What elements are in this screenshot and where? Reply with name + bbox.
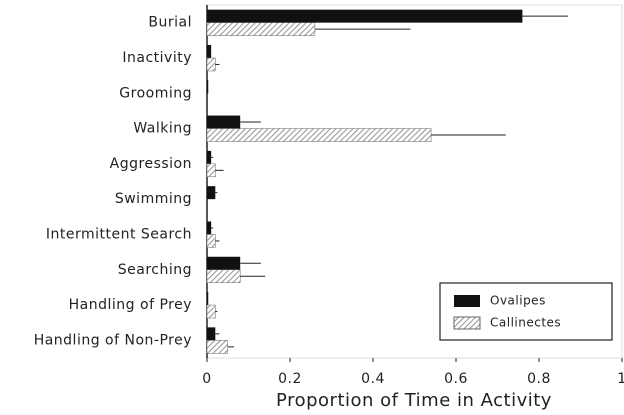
bar [206,234,216,248]
bar [207,327,216,341]
y-tick-label: Searching [118,262,192,278]
bar [206,57,216,72]
legend-label: Ovalipes [490,294,546,308]
x-tick-label: 0 [202,371,211,387]
bar [206,269,241,283]
y-tick-label: Inactivity [122,50,192,66]
y-tick-label: Handling of Prey [69,297,192,313]
bar [207,186,216,200]
bar [207,292,209,306]
bar [206,304,216,319]
bar [206,128,432,142]
y-tick-label: Burial [148,15,192,31]
y-tick-label: Handling of Non-Prey [34,332,192,348]
legend-swatch [453,316,481,330]
bar [206,163,216,178]
bar [207,221,212,235]
x-tick-label: 0.6 [444,371,468,387]
bar [207,256,241,270]
bar [206,22,316,36]
y-tick-label: Intermittent Search [46,226,192,242]
bar [207,44,212,58]
legend-swatch [454,295,480,307]
y-tick-label: Swimming [115,191,192,207]
x-axis-title: Proportion of Time in Activity [276,390,552,411]
bar [207,9,523,23]
x-tick-label: 1 [617,371,624,387]
x-tick-label: 0.4 [361,371,385,387]
y-tick-label: Grooming [119,85,192,101]
y-tick-label: Aggression [110,156,192,172]
legend-box [439,282,613,341]
bar [207,80,209,94]
bar [206,340,228,354]
bar [207,115,241,129]
bar [207,150,212,164]
x-tick-label: 0.8 [527,371,551,387]
x-tick-label: 0.2 [278,371,302,387]
y-tick-label: Walking [133,121,192,137]
legend-label: Callinectes [490,316,561,330]
